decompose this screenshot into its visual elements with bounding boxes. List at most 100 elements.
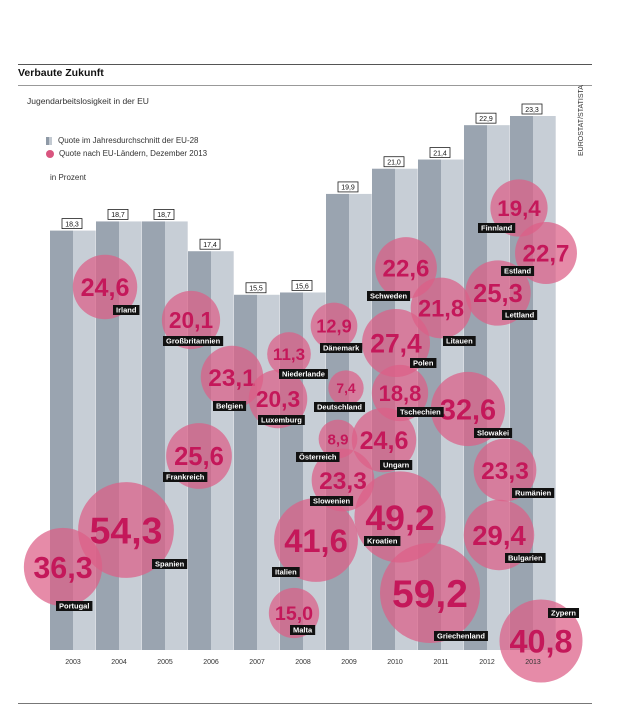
bubble-value-label: 21,8: [418, 297, 464, 323]
bar-value-label: 21,0: [387, 160, 401, 167]
country-label-box: [501, 266, 535, 276]
bar-value-box: [337, 181, 359, 193]
country-label-box: [474, 428, 513, 438]
bubble-circle: [410, 277, 472, 339]
legend-bar-label: Quote im Jahresdurchschnitt der EU-28: [58, 136, 199, 145]
bar-value-box: [475, 112, 497, 124]
bubble-value-label: 19,4: [497, 196, 541, 221]
country-label: Litauen: [446, 337, 473, 346]
bubble-value-label: 25,3: [473, 280, 523, 308]
bubble-value-label: 36,3: [33, 551, 92, 585]
bubble-circle: [161, 290, 221, 350]
country-label: Belgien: [216, 402, 244, 411]
bubble-Lettland: 25,3: [465, 260, 531, 326]
x-tick-label: 2012: [479, 659, 495, 666]
bottom-rule: [18, 703, 592, 704]
country-label-box: [502, 310, 538, 320]
bubble-circle: [430, 371, 506, 447]
country-label: Frankreich: [166, 473, 205, 482]
country-label: Slowenien: [313, 497, 351, 506]
bubble-Niederlande: 11,3: [267, 332, 311, 376]
bar-value-box: [153, 209, 175, 220]
bubble-Italien: 41,6: [274, 498, 358, 582]
bubble-circle: [248, 369, 308, 429]
country-label: Rumänien: [515, 489, 552, 498]
bar-value-label: 17,4: [203, 242, 217, 249]
bubble-circle: [499, 599, 583, 683]
bubble-value-label: 24,6: [360, 427, 409, 455]
country-label: Portugal: [59, 602, 89, 611]
country-label-box: [314, 402, 366, 412]
bubble-Finnland: 19,4: [490, 179, 548, 237]
bubble-Slowenien: 23,3: [311, 448, 375, 512]
bubble-value-label: 32,6: [440, 394, 496, 426]
bar-value-label: 23,3: [525, 107, 539, 114]
country-label-box: [443, 336, 476, 346]
country-label-box: [279, 369, 328, 379]
bubble-value-label: 22,6: [383, 256, 430, 283]
bubble-circle: [311, 448, 375, 512]
bubble-Spanien: 54,3: [78, 482, 174, 578]
country-label-box: [113, 305, 140, 315]
bubble-Rumänien: 23,3: [473, 438, 537, 502]
bar-value-box: [521, 103, 543, 115]
bubble-Großbritannien: 20,1: [161, 290, 221, 350]
bubble-Österreich: 8,9: [318, 419, 358, 459]
country-label-box: [56, 601, 93, 611]
bar-dark-half: [142, 221, 165, 650]
bubble-circle: [200, 345, 264, 409]
bar-value-box: [383, 156, 405, 168]
country-label: Niederlande: [282, 370, 325, 379]
country-label: Schweden: [370, 292, 408, 301]
bar-value-box: [107, 209, 129, 220]
bubble-value-label: 54,3: [90, 509, 163, 551]
bar-value-box: [245, 282, 267, 294]
bubble-value-label: 20,1: [169, 307, 213, 333]
x-tick-label: 2011: [433, 659, 448, 666]
bar-value-label: 15,5: [249, 286, 263, 293]
country-label-box: [163, 336, 224, 346]
bar-value-label: 21,4: [433, 150, 447, 157]
title-rule: [18, 85, 592, 86]
bubble-value-label: 11,3: [273, 345, 305, 364]
legend-dot-label: Quote nach EU-Ländern, Dezember 2013: [59, 149, 208, 158]
bubble-circle: [72, 254, 138, 320]
country-label: Griechenland: [437, 632, 485, 641]
bubble-value-label: 25,6: [174, 443, 224, 471]
bubble-Griechenland: 59,2: [380, 543, 480, 643]
bubble-Irland: 24,6: [72, 254, 138, 320]
bar-value-label: 18,7: [157, 212, 171, 219]
bubble-Zypern: 40,8: [499, 599, 583, 683]
legend-bar-entry: Quote im Jahresdurchschnitt der EU-28: [46, 136, 199, 145]
bubble-circle: [23, 527, 103, 607]
x-tick-label: 2006: [203, 659, 219, 666]
bubble-value-label: 23,3: [319, 468, 367, 495]
country-label: Polen: [413, 359, 434, 368]
bubble-value-label: 29,4: [472, 520, 526, 551]
bubble-Dänemark: 12,9: [310, 302, 358, 350]
country-label-box: [434, 631, 488, 641]
bubble-circle: [473, 438, 537, 502]
bubble-value-label: 23,1: [208, 365, 255, 392]
country-label: Bulgarien: [508, 554, 543, 563]
country-label: Finnland: [481, 224, 513, 233]
country-label-box: [320, 343, 363, 353]
bubble-Schweden: 22,6: [375, 237, 437, 299]
bubble-Bulgarien: 29,4: [463, 499, 535, 571]
country-label-box: [505, 553, 546, 563]
bubble-value-label: 23,3: [481, 458, 529, 485]
bubble-Luxemburg: 20,3: [248, 369, 308, 429]
bubble-circle: [274, 498, 358, 582]
country-label-box: [163, 472, 208, 482]
country-label: Großbritannien: [166, 337, 221, 346]
country-label: Estland: [504, 267, 532, 276]
bubble-Slowakei: 32,6: [430, 371, 506, 447]
country-label: Lettland: [505, 311, 535, 320]
country-label-box: [152, 559, 188, 569]
x-tick-label: 2013: [525, 659, 541, 666]
country-label: Spanien: [155, 560, 185, 569]
bar-value-box: [291, 280, 313, 291]
bar-value-label: 22,9: [479, 116, 493, 123]
bubble-value-label: 27,4: [370, 329, 422, 359]
country-label: Österreich: [299, 453, 337, 462]
